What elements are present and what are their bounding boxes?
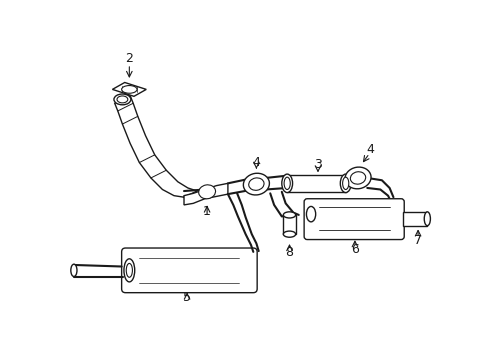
Ellipse shape <box>114 94 131 105</box>
Ellipse shape <box>198 185 215 199</box>
Ellipse shape <box>284 177 290 189</box>
Text: 6: 6 <box>350 243 358 256</box>
Text: 2: 2 <box>125 52 133 65</box>
Text: 4: 4 <box>366 143 373 156</box>
Ellipse shape <box>122 86 137 93</box>
Ellipse shape <box>350 172 365 184</box>
Ellipse shape <box>281 174 292 193</box>
Ellipse shape <box>424 212 429 226</box>
Ellipse shape <box>123 259 135 282</box>
Text: 3: 3 <box>313 158 321 171</box>
Ellipse shape <box>283 231 295 237</box>
Text: 1: 1 <box>203 204 211 217</box>
Text: 5: 5 <box>183 291 191 304</box>
Ellipse shape <box>340 174 350 193</box>
Polygon shape <box>402 212 427 226</box>
Polygon shape <box>286 175 345 192</box>
Text: 8: 8 <box>285 246 293 259</box>
Polygon shape <box>115 95 197 197</box>
Polygon shape <box>112 82 146 96</box>
Ellipse shape <box>243 173 269 195</box>
Polygon shape <box>183 183 227 205</box>
Ellipse shape <box>283 212 295 218</box>
Ellipse shape <box>117 96 127 103</box>
Ellipse shape <box>248 178 264 190</box>
Ellipse shape <box>126 264 132 277</box>
Text: 4: 4 <box>252 156 260 169</box>
Polygon shape <box>283 215 295 234</box>
Ellipse shape <box>345 167 370 189</box>
Ellipse shape <box>306 206 315 222</box>
Text: 7: 7 <box>413 234 421 247</box>
Ellipse shape <box>342 177 348 189</box>
Ellipse shape <box>71 264 77 276</box>
FancyBboxPatch shape <box>304 199 404 239</box>
FancyBboxPatch shape <box>122 248 257 293</box>
